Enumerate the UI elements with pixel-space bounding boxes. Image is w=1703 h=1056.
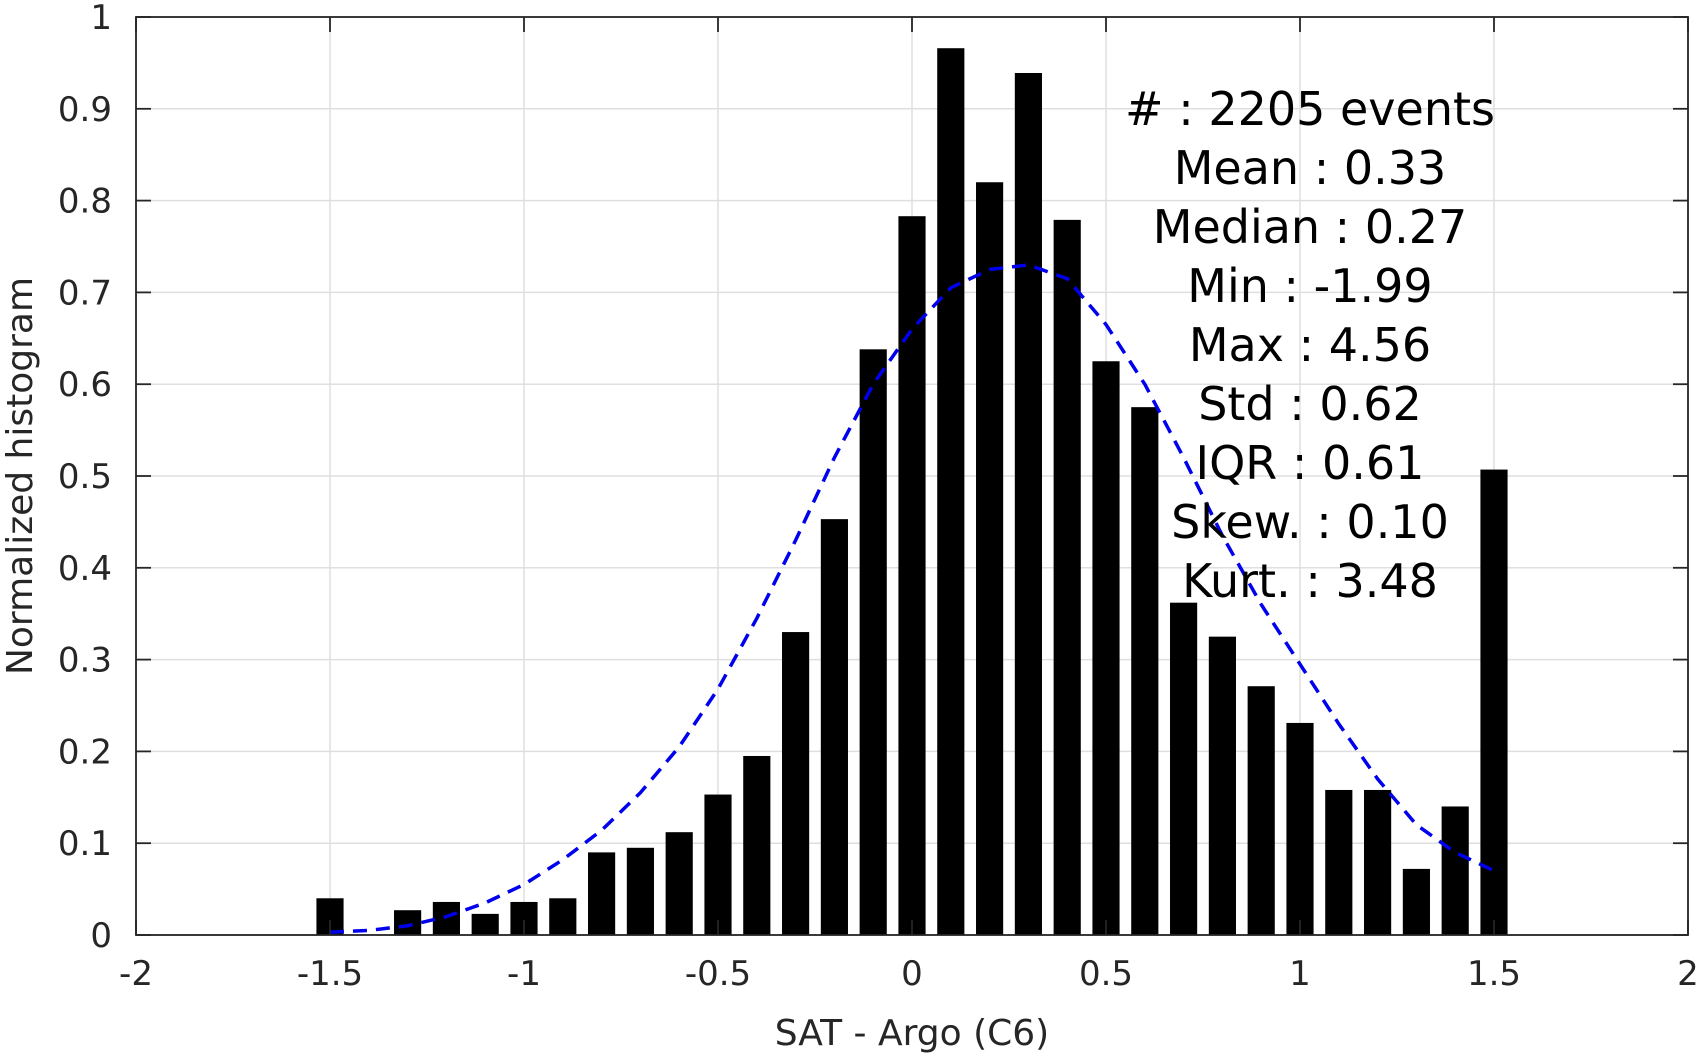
histogram-bar [1170,602,1198,935]
y-tick-label: 0.1 [58,824,112,864]
x-tick-label: 2 [1677,954,1699,994]
histogram-bar [1014,72,1042,936]
histogram-bar [1286,722,1314,935]
histogram-bar [704,794,732,935]
stat-row: Max : 4.56 [1189,318,1431,372]
histogram-bar [1441,806,1469,935]
histogram-bar [1364,789,1392,935]
stat-value: 2205 events [1208,82,1495,136]
stat-separator: : [1302,495,1347,549]
histogram-bar [432,901,460,935]
stat-label: Mean [1174,141,1299,195]
stat-label: Max [1189,318,1284,372]
stat-label: Median [1153,200,1320,254]
stat-separator: : [1178,82,1208,136]
histogram-bar [1247,686,1275,935]
x-tick-label: 1 [1289,954,1311,994]
stat-row: Skew. : 0.10 [1171,495,1449,549]
stat-value: 0.33 [1344,141,1446,195]
x-tick-label: -1 [507,954,541,994]
stat-row: Std : 0.62 [1198,377,1422,431]
stat-value: 0.10 [1346,495,1448,549]
histogram-bar [394,910,422,935]
x-tick-label: 0.5 [1079,954,1133,994]
stat-value: 0.27 [1365,200,1467,254]
histogram-bar [471,913,499,935]
y-tick-label: 0 [90,916,112,956]
histogram-bar [820,519,848,935]
stat-row: # : 2205 events [1125,82,1495,136]
stat-value: 3.48 [1335,554,1437,608]
stat-value: 4.56 [1329,318,1431,372]
stat-value: -1.99 [1314,259,1433,313]
y-tick-label: 0.4 [58,549,112,589]
stat-value: 0.62 [1319,377,1421,431]
histogram-bar [898,216,926,935]
histogram-bar [588,852,616,935]
histogram-bar [1131,407,1159,935]
y-tick-label: 0.3 [58,641,112,681]
stat-separator: : [1284,318,1329,372]
histogram-bar [743,755,771,935]
y-tick-label: 0.7 [58,273,112,313]
stat-separator: : [1320,200,1365,254]
x-tick-label: -2 [119,954,153,994]
x-tick-label: 0 [901,954,923,994]
histogram-bar [859,349,887,935]
stat-separator: : [1275,377,1320,431]
y-axis-label: Normalized histogram [0,277,41,675]
y-tick-label: 0.2 [58,732,112,772]
x-tick-label: -1.5 [297,954,363,994]
stat-label: Std [1198,377,1274,431]
x-axis-label: SAT - Argo (C6) [775,1013,1049,1054]
histogram-bars [316,48,1508,936]
histogram-bar [1480,469,1508,935]
stat-row: Min : -1.99 [1187,259,1432,313]
histogram-bar [549,898,577,935]
histogram-bar [665,832,693,935]
stat-value: 0.61 [1322,436,1424,490]
stat-separator: : [1291,554,1336,608]
y-tick-label: 0.9 [58,90,112,130]
stat-row: IQR : 0.61 [1196,436,1425,490]
stat-separator: : [1277,436,1322,490]
stat-label: # [1125,82,1178,136]
y-tick-label: 0.5 [58,457,112,497]
stat-label: Min [1187,259,1269,313]
y-tick-label: 1 [90,0,112,38]
histogram-bar [976,182,1004,936]
y-tick-label: 0.6 [58,365,112,405]
stat-row: Kurt. : 3.48 [1182,554,1438,608]
histogram-bar [1092,361,1120,935]
normal-fit-curve [329,263,1495,934]
x-tick-label: 1.5 [1467,954,1521,994]
stat-label: Skew. [1171,495,1302,549]
histogram-bar [1402,868,1430,935]
y-tick-label: 0.8 [58,182,112,222]
histogram-bar [1208,636,1236,935]
histogram-bar [1325,789,1353,935]
stat-separator: : [1269,259,1314,313]
x-tick-label: -0.5 [685,954,751,994]
histogram-bar [937,48,965,936]
stat-label: IQR [1196,436,1278,490]
stat-row: Median : 0.27 [1153,200,1467,254]
stat-separator: : [1299,141,1344,195]
stat-row: Mean : 0.33 [1174,141,1447,195]
stat-label: Kurt. [1182,554,1291,608]
histogram-bar [782,632,810,935]
histogram-bar [1053,219,1081,936]
histogram-bar [626,847,654,935]
ticks: -2 -1.5 -1 -0.5 0 0.5 1 1.5 2 0 0.1 0.2 0.3 0.4 0.5 0.6… [58,0,1699,994]
